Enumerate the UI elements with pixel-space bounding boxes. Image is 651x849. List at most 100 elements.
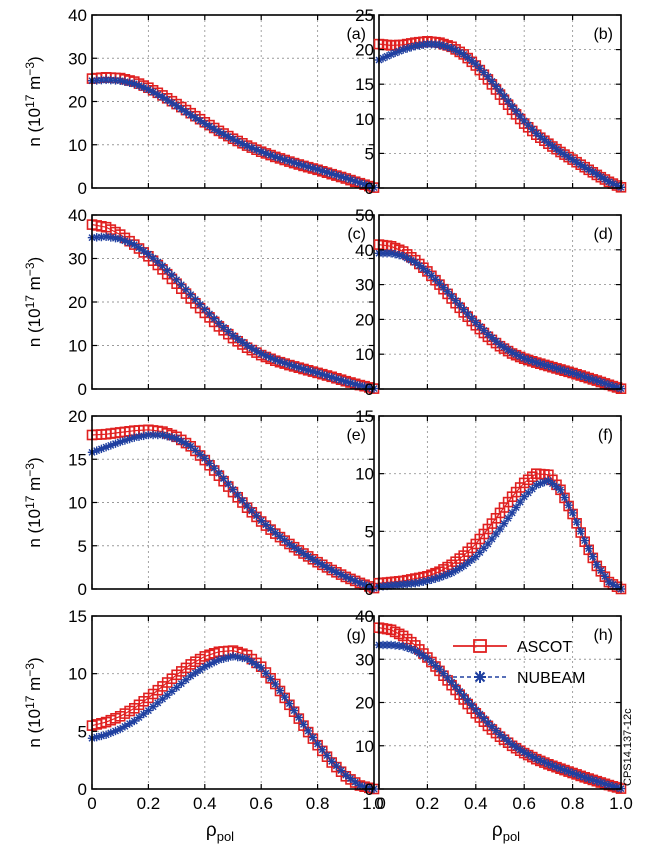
nubeam-point xyxy=(252,660,261,670)
y-tick-label: 50 xyxy=(355,206,374,225)
grid xyxy=(92,15,374,188)
y-label-part: m xyxy=(25,276,44,295)
y-label-part: m xyxy=(25,677,44,696)
panel-label: (e) xyxy=(346,427,366,444)
nubeam-point xyxy=(233,490,242,500)
nubeam-point xyxy=(588,552,597,561)
nubeam-point xyxy=(341,770,350,780)
legend-nubeam-marker xyxy=(474,671,486,683)
nubeam-point xyxy=(600,572,610,581)
nubeam-point xyxy=(491,82,501,91)
nubeam-point xyxy=(604,780,614,790)
series-nubeam xyxy=(87,232,379,393)
legend-ascot-marker xyxy=(473,639,487,653)
nubeam-point xyxy=(459,691,468,701)
grid xyxy=(379,215,621,389)
nubeam-point xyxy=(261,669,271,678)
nubeam-point xyxy=(214,655,224,665)
nubeam-point xyxy=(210,314,219,323)
nubeam-point xyxy=(499,91,509,101)
y-label-part: ) xyxy=(25,257,44,263)
nubeam-point xyxy=(257,663,266,673)
nubeam-point xyxy=(181,107,191,117)
x-label-sub: pol xyxy=(217,829,234,844)
y-axis-labels: n (1017 m−3)n (1017 m−3)n (1017 m−3)n (1… xyxy=(23,56,44,747)
y-tick-label: 20 xyxy=(355,694,374,713)
y-tick-label: 20 xyxy=(68,293,87,312)
nubeam-point xyxy=(451,682,460,691)
nubeam-point xyxy=(172,101,181,111)
y-axis-label: n (1017 m−3) xyxy=(23,657,44,747)
y-tick-label: 0 xyxy=(365,780,374,799)
nubeam-point xyxy=(322,751,332,760)
grid xyxy=(92,416,374,589)
nubeam-point xyxy=(228,485,238,494)
x-tick-label: 0.6 xyxy=(249,794,273,813)
nubeam-point xyxy=(503,97,513,106)
y-label-part: ) xyxy=(25,657,44,663)
x-label-rho: ρ xyxy=(206,820,217,841)
nubeam-point xyxy=(191,295,200,304)
y-tick-label: 40 xyxy=(355,241,374,260)
x-axis-label-right: ρpol xyxy=(492,820,520,844)
nubeam-point xyxy=(423,267,432,276)
nubeam-point xyxy=(205,122,214,131)
y-tick-label: 0 xyxy=(78,380,87,399)
nubeam-point xyxy=(242,654,252,663)
panel-label: (b) xyxy=(593,26,613,43)
x-tick-label: 0.6 xyxy=(512,794,536,813)
y-tick-label: 10 xyxy=(355,465,374,484)
nubeam-point xyxy=(560,493,569,502)
y-label-part: 17 xyxy=(23,295,37,309)
y-label-part: n (10 xyxy=(25,308,44,347)
panel-f: 0 5 10 15 (f) xyxy=(355,407,627,599)
nubeam-point xyxy=(285,699,294,708)
y-tick-label: 40 xyxy=(68,206,87,225)
nubeam-point xyxy=(177,679,186,688)
nubeam-point xyxy=(592,560,601,569)
y-tick-label: 40 xyxy=(355,607,374,626)
nubeam-point xyxy=(144,706,153,715)
y-tick-label: 30 xyxy=(355,650,374,669)
nubeam-point xyxy=(495,524,505,534)
grid xyxy=(379,616,621,789)
nubeam-point xyxy=(580,536,589,545)
nubeam-point xyxy=(214,468,224,478)
panels: 010203040(a)0510152025(b)010203040(c)010… xyxy=(68,6,633,813)
y-tick-label: 10 xyxy=(68,665,87,684)
x-tick-label: 0.8 xyxy=(306,794,330,813)
nubeam-point xyxy=(491,336,501,346)
nubeam-point xyxy=(318,745,327,754)
nubeam-point xyxy=(266,524,275,533)
y-tick-label: 0 xyxy=(365,380,374,399)
nubeam-point xyxy=(299,549,308,558)
nubeam-point xyxy=(584,544,593,553)
y-tick-label: 10 xyxy=(355,110,374,129)
nubeam-point xyxy=(195,665,205,675)
series-line xyxy=(379,644,622,790)
nubeam-point xyxy=(495,86,505,96)
x-tick-label: 0 xyxy=(374,794,383,813)
nubeam-point xyxy=(275,686,285,695)
nubeam-point xyxy=(479,68,489,77)
nubeam-point xyxy=(238,337,247,347)
nubeam-point xyxy=(304,726,313,736)
nubeam-point xyxy=(280,536,289,545)
panel-label: (f) xyxy=(598,427,613,444)
y-tick-label: 20 xyxy=(68,93,87,112)
y-label-part: 17 xyxy=(23,695,37,709)
nubeam-point xyxy=(588,375,597,384)
nubeam-point xyxy=(134,243,144,252)
legend-ascot-label: ASCOT xyxy=(517,639,572,656)
nubeam-point xyxy=(266,674,275,683)
x-tick-label: 0.2 xyxy=(137,794,161,813)
y-label-part: n (10 xyxy=(25,509,44,548)
svg-text:ρpol: ρpol xyxy=(492,820,520,844)
x-tick-label: 1.0 xyxy=(609,794,633,813)
y-tick-label: 15 xyxy=(68,607,87,626)
nubeam-point xyxy=(507,102,517,111)
nubeam-point xyxy=(238,496,247,505)
nubeam-point xyxy=(233,652,242,662)
